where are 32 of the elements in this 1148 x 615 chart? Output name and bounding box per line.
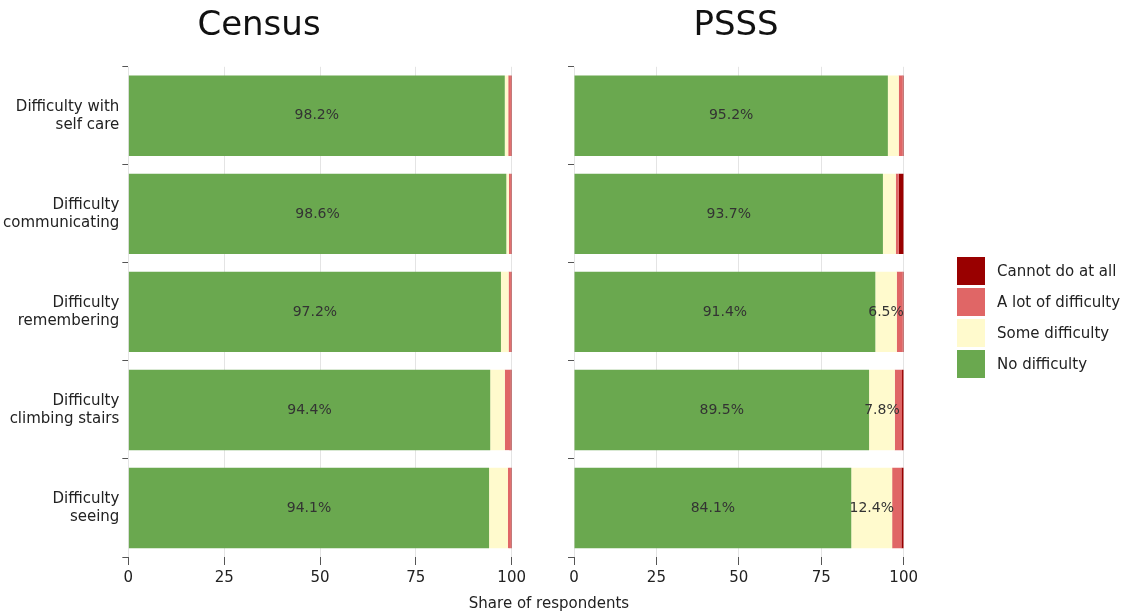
legend-label: Cannot do at all (997, 261, 1117, 280)
data-label: 89.5% (699, 400, 745, 417)
x-axis-title: Share of respondents (468, 594, 630, 612)
legend-label: No difficulty (997, 354, 1088, 373)
x-tick-label: 75 (811, 567, 831, 586)
data-label: 98.6% (295, 204, 340, 221)
y-tick-label: Difficulty seeing (52, 488, 120, 525)
y-tick-label: Difficulty with self care (15, 96, 120, 133)
chart-title: PSSS (693, 3, 779, 44)
y-tick-label: Difficulty communicating (2, 194, 120, 231)
data-label: 98.2% (294, 106, 340, 123)
x-tick-label: 0 (123, 567, 134, 586)
data-label: 94.1% (286, 498, 332, 515)
y-tick-label: Difficulty remembering (17, 292, 120, 329)
data-label: 93.7% (706, 204, 751, 221)
data-label: 97.2% (292, 302, 338, 319)
data-label: 91.4% (702, 302, 748, 319)
data-label: 95.2% (708, 106, 754, 123)
legend-label: A lot of difficulty (997, 292, 1121, 311)
x-tick-label: 25 (214, 567, 234, 586)
x-tick-label: 50 (729, 567, 749, 586)
data-label: 94.4% (287, 400, 332, 417)
y-tick-label: Difficulty climbing stairs (9, 390, 120, 427)
x-tick-label: 100 (497, 567, 527, 586)
x-tick-label: 50 (310, 567, 330, 586)
legend-label: Some difficulty (997, 323, 1110, 342)
x-tick-label: 100 (889, 567, 919, 586)
x-tick-label: 75 (406, 567, 426, 586)
chart-title: Census (197, 3, 321, 44)
data-label: 84.1% (690, 498, 736, 515)
x-tick-label: 25 (646, 567, 666, 586)
x-tick-label: 0 (569, 567, 579, 586)
